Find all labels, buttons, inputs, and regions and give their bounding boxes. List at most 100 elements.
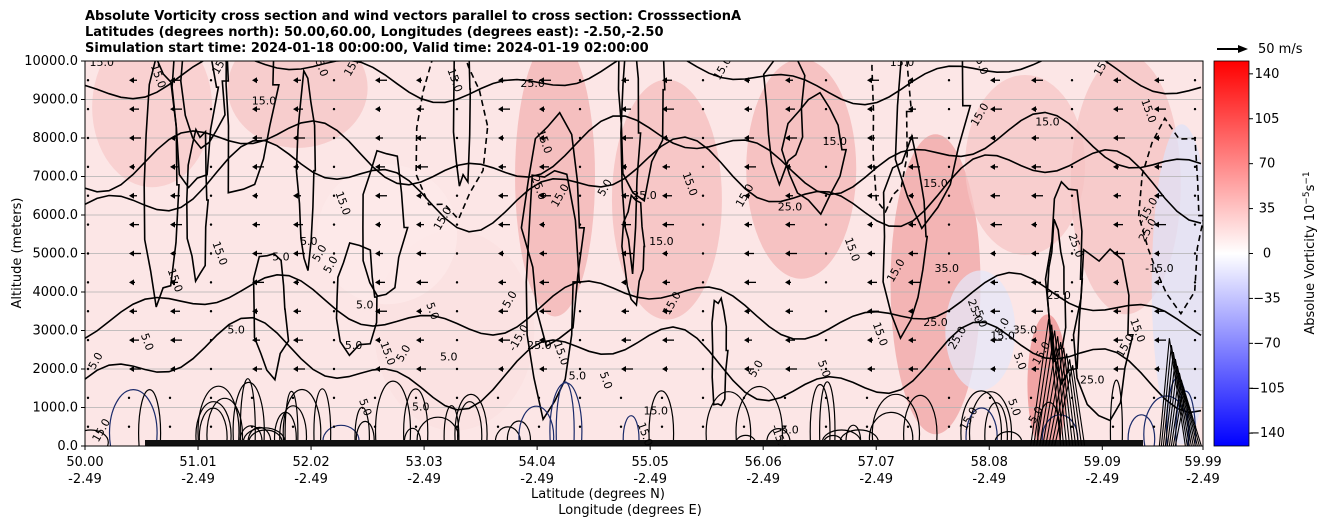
surface-contour bbox=[622, 415, 640, 446]
wind-vector-head bbox=[744, 366, 749, 372]
wind-vector-dot bbox=[824, 425, 828, 428]
wind-vector-dot bbox=[578, 425, 582, 428]
wind-vector-head bbox=[785, 77, 790, 84]
wind-vector-head bbox=[129, 106, 134, 113]
wind-vector-dot bbox=[578, 79, 582, 82]
wind-vector-head bbox=[539, 366, 544, 372]
wind-vector-head bbox=[1113, 337, 1118, 344]
contour-line bbox=[179, 61, 230, 150]
contour-label: 25.0 bbox=[527, 339, 552, 352]
contour-label: 25.0 bbox=[778, 200, 803, 213]
y-axis-ticks: 0.0 1000.0 2000.0 3000.0 4000.0 5000.0 6000.0 7… bbox=[24, 54, 85, 454]
surface-contour bbox=[968, 391, 1013, 446]
wind-vector-head bbox=[375, 221, 380, 228]
wind-vector-dot bbox=[947, 281, 951, 284]
wind-vector-dot bbox=[86, 107, 90, 111]
wind-vector-dot bbox=[209, 194, 213, 197]
wind-vector-dot bbox=[702, 454, 704, 456]
surface-contour bbox=[403, 388, 429, 446]
wind-vector-head bbox=[990, 366, 995, 372]
surface-contour bbox=[85, 429, 109, 446]
contour-line bbox=[252, 252, 290, 382]
wind-vector-head bbox=[129, 250, 134, 257]
surface-contour bbox=[282, 388, 322, 446]
wind-vector-dot bbox=[824, 367, 828, 371]
chart-title-line-2: Latitudes (degrees north): 50.00,60.00, … bbox=[85, 25, 664, 40]
x-tick-label-lon: -2.49 bbox=[1085, 472, 1119, 487]
wind-vector-head bbox=[1031, 106, 1036, 113]
wind-vector-head bbox=[908, 308, 913, 315]
contour-label: 15.0 bbox=[823, 135, 848, 148]
wind-vector-head bbox=[1113, 192, 1118, 199]
x-tick-label-lon: -2.49 bbox=[294, 472, 328, 487]
wind-vector-dot bbox=[250, 396, 254, 400]
wind-vector-head bbox=[908, 77, 913, 84]
contour-label: 5.0 bbox=[356, 397, 374, 418]
wind-vector-dot bbox=[578, 252, 582, 255]
contour-label: 15.0 bbox=[252, 94, 277, 107]
wind-vector-head bbox=[1031, 221, 1036, 228]
wind-vector-dot bbox=[701, 281, 705, 284]
wind-vector-dot bbox=[988, 396, 992, 400]
wind-vector-head bbox=[1154, 106, 1159, 113]
wind-vector-dot bbox=[291, 425, 295, 428]
surface-contour bbox=[960, 390, 1003, 446]
wind-vector-dot bbox=[209, 223, 213, 226]
contour-label: 25.0 bbox=[520, 77, 545, 90]
wind-vector-head bbox=[990, 135, 995, 141]
wind-vector-head bbox=[785, 250, 790, 257]
surface-contour bbox=[138, 389, 162, 446]
wind-vector-head bbox=[1031, 250, 1036, 257]
wind-vector-dot bbox=[455, 396, 459, 400]
wind-vector-head bbox=[252, 163, 257, 170]
wind-vector-head bbox=[908, 163, 913, 170]
wind-vector-dot bbox=[1193, 136, 1197, 140]
wind-vector-dot bbox=[374, 454, 376, 456]
surface-contour bbox=[555, 381, 575, 446]
surface-contour bbox=[1042, 341, 1074, 446]
wind-vector-dot bbox=[619, 396, 623, 400]
wind-vector-head bbox=[1031, 192, 1036, 199]
wind-vector-dot bbox=[1193, 194, 1197, 197]
wind-vector-head bbox=[908, 279, 913, 286]
wind-vector-head bbox=[744, 163, 749, 170]
wind-vector-head bbox=[867, 192, 872, 199]
wind-vector-dot bbox=[824, 281, 828, 284]
wind-vector-head bbox=[785, 279, 790, 286]
contour-line bbox=[335, 242, 378, 357]
wind-vector-dot bbox=[947, 194, 951, 197]
chart-title-line-3: Simulation start time: 2024-01-18 00:00:… bbox=[85, 41, 649, 56]
wind-vector-dot bbox=[1070, 223, 1074, 226]
wind-vector-head bbox=[539, 106, 544, 113]
vorticity-patch bbox=[965, 74, 1086, 255]
chart-title-line-1: Absolute Vorticity cross section and win… bbox=[85, 9, 742, 24]
wind-vector-head bbox=[744, 135, 749, 141]
wind-vector-dot bbox=[865, 396, 869, 400]
wind-vector-dot bbox=[947, 252, 951, 255]
wind-vector-head bbox=[416, 250, 421, 257]
surface-contour bbox=[1162, 351, 1190, 446]
wind-vector-head bbox=[990, 163, 995, 170]
wind-vector-head bbox=[1113, 308, 1118, 315]
x-tick-label-lat: 55.05 bbox=[632, 455, 669, 470]
contour-label: 15.0 bbox=[649, 235, 674, 248]
wind-vector-head bbox=[1154, 308, 1159, 315]
wind-vector-dot bbox=[1193, 252, 1197, 255]
wind-vector-dot bbox=[1193, 165, 1197, 169]
wind-vector-dot bbox=[1029, 396, 1033, 400]
wind-vector-dot bbox=[824, 252, 828, 255]
wind-vector-head bbox=[662, 221, 667, 228]
contour-line bbox=[780, 91, 848, 216]
surface-contour bbox=[549, 382, 583, 446]
wind-vector-dot bbox=[701, 252, 705, 255]
contour-label: 5.0 bbox=[597, 370, 615, 391]
wind-vector-head bbox=[990, 192, 995, 199]
wind-vector-head bbox=[498, 135, 503, 141]
wind-vector-head bbox=[785, 163, 790, 170]
wind-vector-head bbox=[498, 106, 503, 113]
contour-line bbox=[882, 133, 929, 340]
contour-label: 5.0 bbox=[356, 298, 374, 311]
wind-vector-dot bbox=[824, 396, 828, 400]
vorticity-patch bbox=[1151, 124, 1203, 445]
surface-contour bbox=[454, 393, 488, 446]
